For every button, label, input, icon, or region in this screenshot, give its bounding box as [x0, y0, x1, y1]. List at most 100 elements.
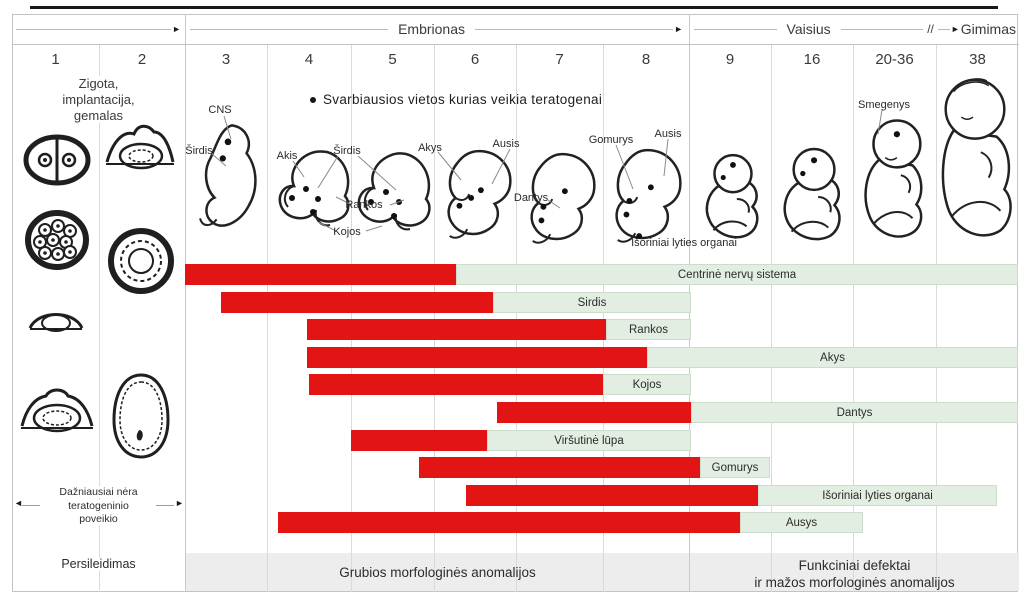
less-sensitive-period-bar: Dantys: [691, 402, 1018, 423]
organ-system-label: Ausys: [785, 516, 818, 529]
week-label-8: 8: [641, 50, 651, 68]
birth-label: Gimimas: [960, 21, 1017, 37]
embryo-site-label: Gomurys: [588, 134, 634, 146]
functional-defects-line: ir mažos morfologinės anomalijos: [754, 575, 955, 590]
outcome-band: [186, 553, 1019, 591]
zygote-stage-line: implantacija,: [60, 92, 137, 107]
blastocyst-illustration: [107, 226, 175, 296]
functional-defects-line: Funkciniai defektai: [798, 558, 911, 573]
week-label-5: 5: [388, 50, 397, 68]
zygote-stage-line: Zigota,: [76, 76, 121, 91]
highly-sensitive-period-bar: [419, 457, 700, 478]
gridline-week7-8: [603, 44, 604, 592]
miscarriage-label: Persileidimas: [13, 557, 184, 571]
arrow-line: [840, 28, 924, 30]
gridline-week2-3: [185, 14, 186, 592]
week-label-4: 4: [304, 50, 314, 68]
embryo-site-label: Širdis: [185, 145, 213, 157]
arrow-line: [16, 28, 172, 30]
embryo-week-5-illustration: [352, 150, 432, 242]
arrow-right-icon: ►: [175, 498, 184, 508]
fetal-stage-header: Vaisius // ► Gimimas: [694, 14, 1018, 44]
embryo-site-label: Rankos: [345, 199, 383, 211]
miscarriage-text: Persileidimas: [58, 557, 139, 571]
embryo-site-label: Akys: [418, 142, 442, 154]
less-sensitive-period-bar: Rankos: [606, 319, 691, 340]
highly-sensitive-period-bar: [307, 347, 647, 368]
top-rule: [30, 6, 998, 9]
organ-system-label: Dantys: [836, 406, 873, 419]
two-cell-zygote-illustration: [22, 134, 92, 186]
arrow-right-icon: ►: [950, 23, 960, 34]
less-sensitive-period-bar: Viršutinė lūpa: [487, 430, 691, 451]
week-label-1: 1: [51, 50, 60, 68]
gridline-week20-38: [936, 44, 937, 592]
organ-system-label: Rankos: [629, 323, 668, 336]
arrow-line: [22, 505, 40, 506]
organ-system-label: Kojos: [632, 378, 662, 391]
organ-system-label: Širdis: [577, 296, 607, 309]
week-label-38: 38: [969, 50, 986, 68]
fetus-week-9-illustration: [694, 150, 770, 250]
no-teratogenic-effect-line: teratogeninio: [66, 499, 131, 512]
embryo-week-6-illustration: [438, 146, 516, 246]
week-label-7: 7: [555, 50, 564, 68]
bullet-icon: [310, 97, 316, 103]
embryonic-stage-label: Embrionas: [398, 21, 465, 37]
embryo-site-label: Smegenys: [858, 99, 910, 111]
arrow-line: [694, 28, 777, 30]
less-sensitive-period-bar: Akys: [647, 347, 1018, 368]
timeline-break-mark: //: [927, 22, 934, 36]
arrow-line: [190, 28, 389, 30]
arrow-left-icon: ◄: [14, 498, 23, 508]
gross-anomalies-label: Grubios morfologinės anomalijos: [339, 565, 536, 580]
week-label-20-36: 20-36: [875, 50, 914, 68]
fetus-week-20-36-illustration: [852, 112, 934, 254]
highly-sensitive-period-bar: [307, 319, 606, 340]
gridline-week6-7: [516, 44, 517, 592]
organ-system-label: Viršutinė lūpa: [554, 434, 624, 447]
highly-sensitive-period-bar: [309, 374, 603, 395]
less-sensitive-period-bar: Gomurys: [700, 457, 770, 478]
table-frame: [12, 14, 1018, 592]
arrow-line: [475, 28, 674, 30]
week-label-6: 6: [470, 50, 480, 68]
zygote-stage-line: gemalas: [71, 108, 126, 123]
header-divider: [12, 44, 1019, 45]
embryo-site-label: Kojos: [333, 226, 361, 238]
gridline-week9-16: [771, 44, 772, 592]
gridline-week3-4: [267, 44, 268, 592]
bilaminar-disc-illustration: [18, 384, 96, 440]
gridline-week4-5: [351, 44, 352, 592]
embryo-site-label: CNS: [208, 104, 232, 116]
arrow-line: [937, 28, 950, 30]
morula-illustration: [25, 210, 89, 270]
less-sensitive-period-bar: Kojos: [603, 374, 691, 395]
gridline-week5-6: [434, 44, 435, 592]
functional-defects-label: Funkciniai defektai ir mažos morfologinė…: [690, 557, 1019, 591]
fetus-week-38-illustration: [932, 70, 1018, 256]
implanting-blastocyst-illustration: [104, 120, 176, 176]
no-teratogenic-effect-line: poveikio: [77, 513, 120, 525]
embryo-site-label: Širdis: [333, 145, 361, 157]
gridline-week1-2: [99, 44, 100, 592]
less-sensitive-period-bar: Išoriniai lyties organai: [758, 485, 997, 506]
no-teratogenic-effect-note: Dažniausiai nėra teratogeninio poveikio: [20, 486, 177, 527]
arrow-right-icon: ►: [172, 23, 181, 34]
organ-system-label: Centrinė nervų sistema: [677, 268, 797, 281]
embryo-week-8-illustration: [604, 146, 686, 250]
legend-note: Svarbiausios vietos kurias veikia terato…: [323, 92, 603, 107]
week-label-2: 2: [137, 50, 147, 68]
fetus-week-16-illustration: [772, 146, 852, 250]
embryo-week-7-illustration: [520, 150, 600, 250]
gestational-sac-illustration: [111, 372, 171, 460]
week-label-16: 16: [803, 50, 821, 68]
embryonic-stage-header: Embrionas ►: [190, 14, 684, 44]
organ-system-label: Gomurys: [711, 461, 759, 474]
no-teratogenic-effect-line: Dažniausiai nėra: [57, 486, 140, 498]
organ-system-label: Akys: [820, 351, 845, 364]
pre-embryonic-arrow: ►: [16, 14, 182, 44]
highly-sensitive-period-bar: [351, 430, 487, 451]
week-label-9: 9: [725, 50, 735, 68]
